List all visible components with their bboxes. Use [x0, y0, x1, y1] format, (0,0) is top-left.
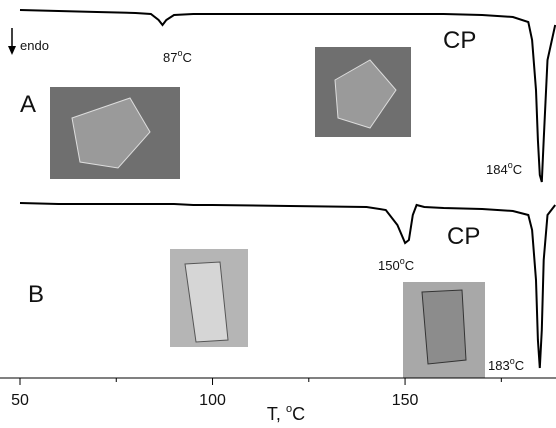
x-tick-label: 50 [11, 392, 29, 409]
x-axis-label-unit: C [292, 404, 305, 424]
x-axis-label: T, oC [267, 403, 305, 424]
crystal [422, 290, 466, 364]
annotation-text: 150 [378, 258, 400, 273]
annotation: 87oC [163, 48, 192, 65]
annotation: 150oC [378, 256, 414, 273]
endo-label: endo [20, 38, 49, 53]
series-label: B [28, 281, 44, 308]
x-axis-label-text: T, [267, 404, 286, 424]
annotation: 183oC [488, 356, 524, 373]
annotation-text: 183 [488, 358, 510, 373]
chart: endo A B 50 100 150 T, oC 87oC 184oC 150oC 183o… [0, 0, 556, 428]
x-tick-label: 150 [392, 392, 419, 409]
series-label: A [20, 91, 36, 118]
endo-arrowhead [8, 46, 16, 55]
annotation-text: 87 [163, 50, 177, 65]
annotation: CP [443, 27, 476, 54]
annotation-unit: C [182, 50, 191, 65]
annotation-unit: C [513, 162, 522, 177]
annotation-unit: C [405, 258, 414, 273]
x-tick-label: 100 [199, 392, 226, 409]
annotation-text: 184 [486, 162, 508, 177]
annotation-unit: C [515, 358, 524, 373]
annotation: 184oC [486, 160, 522, 177]
annotation-text: CP [447, 223, 480, 250]
annotation-text: CP [443, 27, 476, 54]
annotation: CP [447, 223, 480, 250]
